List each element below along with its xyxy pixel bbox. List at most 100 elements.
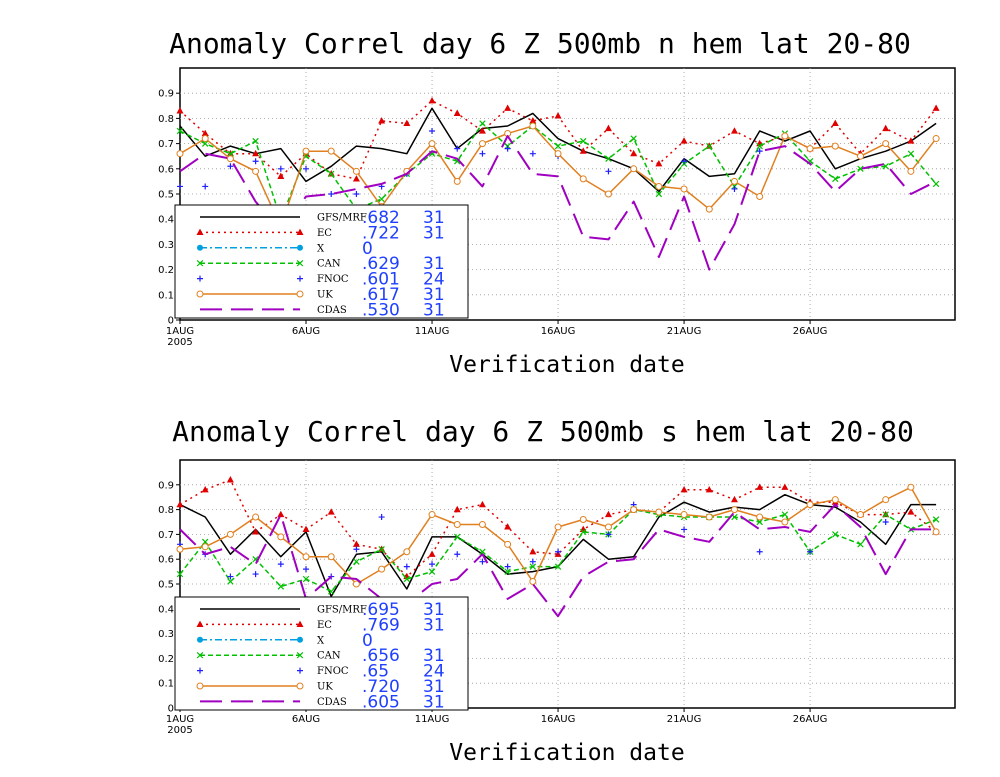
data-point: [731, 185, 738, 192]
legend-box: [174, 204, 469, 319]
data-point: [781, 132, 789, 140]
data-point: [907, 483, 915, 491]
legend-series-name: FNOC: [317, 666, 349, 677]
data-point: [201, 543, 209, 551]
x-tick-label: 21AUG: [667, 326, 702, 337]
y-tick-label: 0.8: [158, 505, 174, 516]
data-point: [705, 205, 713, 213]
data-point: [201, 140, 209, 147]
legend-marker: [197, 636, 203, 643]
data-point: [353, 546, 360, 553]
data-point: [327, 147, 335, 155]
legend-marker: [297, 244, 303, 251]
data-point: [504, 145, 511, 152]
x-tick-label: 21AUG: [667, 714, 702, 725]
data-point: [227, 163, 234, 170]
data-point: [201, 485, 209, 493]
data-point: [302, 147, 310, 155]
y-tick-label: 0.6: [158, 164, 174, 175]
data-point: [428, 568, 436, 575]
x-tick-label: 16AUG: [541, 714, 576, 725]
data-point: [730, 177, 738, 185]
y-tick-label: 0.4: [158, 604, 174, 615]
data-point: [352, 167, 360, 175]
data-point: [302, 525, 310, 533]
data-point: [226, 476, 234, 483]
data-point: [781, 518, 789, 526]
data-point: [479, 548, 486, 555]
data-point: [605, 168, 612, 175]
data-point: [781, 483, 789, 490]
legend-mean-score: .601: [362, 270, 400, 290]
x-tick-label: 11AUG: [415, 714, 450, 725]
y-tick-label: 0.7: [158, 530, 174, 541]
data-point: [403, 575, 411, 583]
data-point: [756, 142, 763, 150]
x-tick-sublabel: 2005: [167, 725, 192, 736]
data-point: [932, 528, 940, 536]
data-point: [176, 150, 184, 158]
data-point: [252, 571, 259, 578]
legend-entry: CDAS .530 31: [200, 300, 445, 320]
legend-mean-score: .695: [362, 600, 400, 620]
legend-marker: [197, 275, 203, 282]
legend-mean-score: .722: [362, 223, 400, 243]
legend-series-name: EC: [317, 228, 332, 239]
data-point: [453, 505, 461, 513]
data-point: [630, 165, 638, 173]
data-point: [227, 578, 234, 585]
data-point: [856, 152, 864, 160]
data-point: [479, 150, 486, 157]
x-axis-label: Verification date: [449, 740, 684, 766]
data-point: [403, 119, 411, 127]
data-point: [277, 165, 284, 172]
data-point: [252, 513, 260, 521]
legend-series-name: CDAS: [317, 697, 347, 708]
legend-marker: [296, 259, 304, 267]
data-point: [352, 540, 360, 547]
series-uk: [176, 122, 940, 231]
data-point: [378, 514, 385, 521]
data-point: [252, 528, 260, 535]
data-point: [630, 506, 638, 514]
data-point: [932, 516, 940, 523]
data-point: [907, 137, 915, 144]
series-line: [179, 107, 937, 193]
y-tick-label: 0.1: [158, 679, 174, 690]
legend-marker: [296, 682, 304, 690]
legend-case-count: 31: [423, 285, 445, 305]
data-point: [579, 175, 587, 183]
legend-mean-score: 0: [362, 631, 373, 651]
data-point: [680, 511, 688, 519]
legend-entry: CAN .656 31: [196, 646, 445, 666]
y-tick-label: 0.5: [158, 580, 174, 591]
data-point: [681, 158, 688, 165]
data-point: [453, 109, 461, 116]
data-point: [882, 140, 890, 148]
legend-marker: [196, 682, 204, 690]
legend-marker: [297, 667, 303, 674]
y-tick-label: 0.4: [158, 215, 174, 226]
data-point: [429, 128, 436, 134]
data-point: [403, 548, 411, 556]
series-cdas: [179, 135, 937, 271]
legend-marker: [297, 636, 303, 643]
data-point: [882, 163, 889, 170]
data-point: [832, 531, 839, 538]
data-point: [907, 167, 915, 175]
legend-box: [174, 596, 469, 711]
data-point: [655, 182, 663, 190]
data-point: [177, 183, 183, 190]
data-point: [378, 195, 385, 203]
data-point: [579, 147, 587, 154]
legend-mean-score: .617: [362, 285, 400, 305]
data-point: [176, 500, 184, 508]
data-point: [327, 170, 335, 178]
data-point: [529, 122, 537, 130]
x-tick-label: 6AUG: [292, 714, 320, 725]
y-tick-label: 0: [168, 704, 174, 715]
legend-entry: UK .720 31: [196, 677, 445, 697]
data-point: [302, 553, 310, 561]
y-tick-label: 0.8: [158, 114, 174, 125]
data-point: [580, 528, 587, 536]
